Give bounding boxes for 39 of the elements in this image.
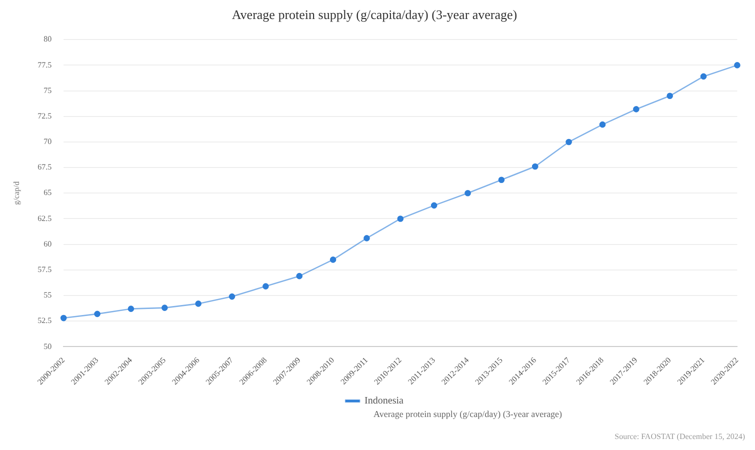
y-tick-label: 67.5 [38,162,52,172]
legend-label: Indonesia [364,396,404,407]
y-tick-label: 62.5 [38,214,52,223]
point [94,310,100,318]
point [700,73,707,80]
point [128,306,134,312]
y-axis-title: g/cap/d [12,181,21,205]
point [498,176,505,183]
y-tick-label: 80 [44,34,52,44]
point [228,293,236,300]
point [364,235,370,242]
y-tick-label: 72.5 [38,111,52,120]
point [532,163,538,170]
y-tick-label: 50 [44,342,52,351]
point [566,138,572,146]
y-tick-label: 65 [44,188,52,198]
point [161,304,168,311]
y-tick-label: 55 [44,290,52,300]
point [633,106,640,112]
y-tick-label: 75 [44,86,52,95]
point [262,283,269,290]
y-tick-label: 57.5 [38,265,52,274]
point [60,314,67,322]
point [296,272,303,280]
y-tick-label: 52.5 [38,316,52,326]
point [666,92,673,100]
point [734,62,740,68]
point [430,202,438,209]
y-tick-label: 77.5 [38,60,52,70]
point [195,300,202,307]
text: Average protein supply (g/cap/day) (3-year average) [374,409,562,419]
point [599,121,606,128]
y-tick-label: 60 [44,239,52,248]
y-tick-label: 70 [44,137,52,146]
point [330,256,336,263]
point [464,190,471,196]
chart-title: Average protein supply (g/capita/day) (3-year average) [232,7,518,22]
point [397,216,404,222]
source-note: Source: FAOSTAT (December 15, 2024) [614,432,746,441]
